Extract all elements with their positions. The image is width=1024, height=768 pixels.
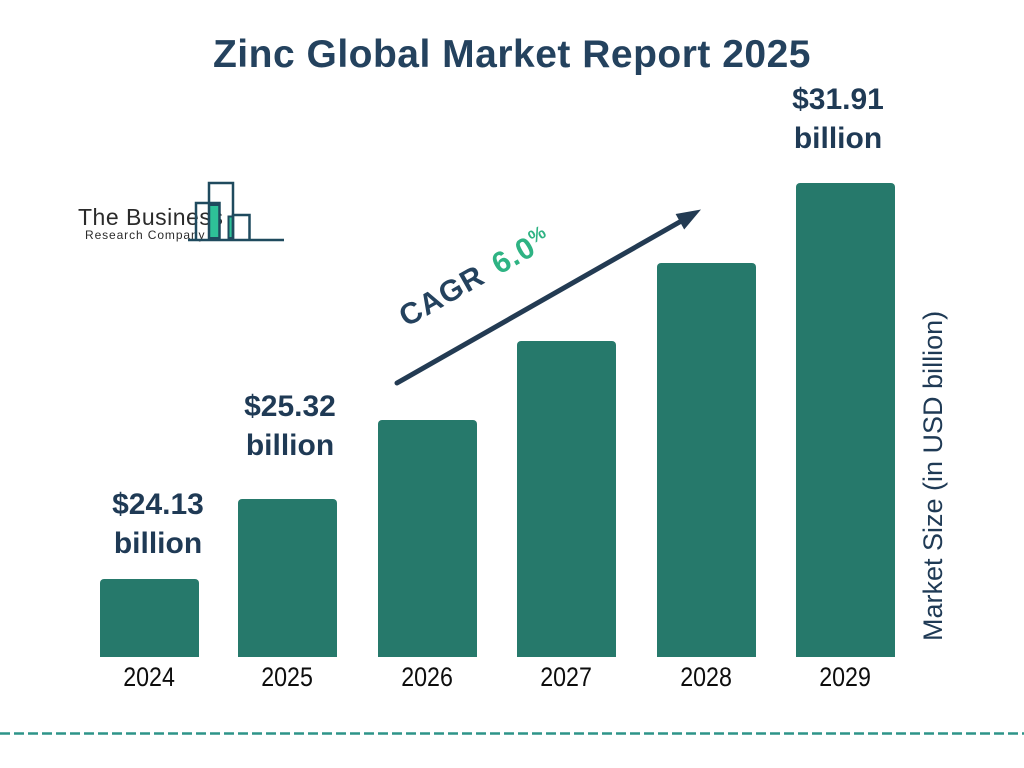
value-unit: billion xyxy=(245,429,335,462)
cagr-label: CAGR xyxy=(393,259,491,334)
cagr-annotation: CAGR6.0% xyxy=(389,214,554,334)
value-unit: billion xyxy=(793,122,883,155)
value-label-2024: $24.13 billion xyxy=(68,485,248,563)
y-axis-label: Market Size (in USD billion) xyxy=(918,310,948,641)
page-title: Zinc Global Market Report 2025 xyxy=(212,33,811,76)
value-amount: $31.91 xyxy=(792,83,884,116)
bar-2025 xyxy=(238,499,337,657)
bar-2028 xyxy=(657,263,756,657)
value-amount: $24.13 xyxy=(112,488,204,521)
logo-name-line2: Research Company xyxy=(85,228,206,242)
company-logo: The Business Research Company xyxy=(78,170,284,244)
bar-2027 xyxy=(517,341,616,657)
bar-2029 xyxy=(796,183,895,657)
x-tick-2027: 2027 xyxy=(540,662,593,692)
x-tick-2029: 2029 xyxy=(819,662,872,692)
x-tick-2024: 2024 xyxy=(123,662,176,692)
x-tick-2025: 2025 xyxy=(261,662,314,692)
bar-chart-logo-icon xyxy=(188,181,284,242)
logo-name-line1: The Business xyxy=(78,204,224,230)
bar-2026 xyxy=(378,420,477,657)
x-tick-2026: 2026 xyxy=(401,662,454,692)
x-tick-2028: 2028 xyxy=(680,662,733,692)
value-label-2029: $31.91 billion xyxy=(748,80,928,158)
dashed-separator-line xyxy=(0,732,1024,735)
value-amount: $25.32 xyxy=(244,390,336,423)
value-label-2025: $25.32 billion xyxy=(200,387,380,465)
bar-2024 xyxy=(100,579,199,657)
value-unit: billion xyxy=(113,527,203,560)
